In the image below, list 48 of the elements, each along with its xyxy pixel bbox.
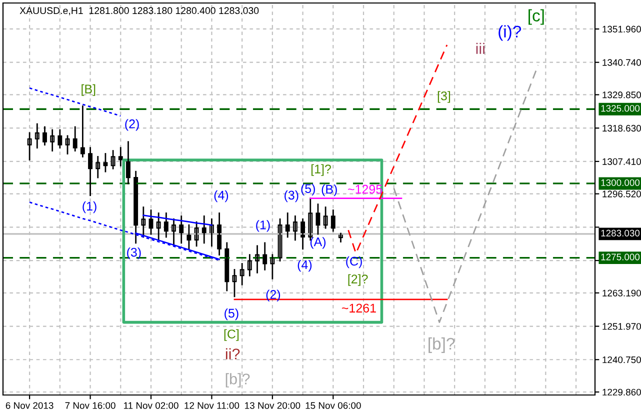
y-tick-label: 1351.960 [602, 26, 641, 32]
ref-line-label: 1275.000 [601, 254, 640, 260]
annotation: [1]? [311, 164, 331, 176]
annotation: (A) [310, 237, 326, 249]
ref-line-label: 1325.000 [601, 104, 640, 112]
annotation: (4) [298, 260, 312, 272]
x-tick-label: 12 Nov 11:00 [184, 402, 240, 409]
chart-title: XAUUSD.e,H1 1281.800 1283.180 1280.400 1283.030 [20, 7, 259, 16]
annotation: ii? [226, 348, 240, 360]
y-tick-label: 1263.190 [602, 290, 641, 296]
x-tick-label: 11 Nov 02:00 [124, 402, 178, 409]
y-tick-label: 1340.740 [602, 59, 641, 66]
x-tick-label: 13 Nov 20:00 [245, 402, 300, 409]
ref-line-label: 1300.000 [601, 179, 640, 186]
y-tick-label: 1329.850 [602, 92, 641, 98]
annotation: [c] [528, 9, 544, 25]
annotation: (C) [346, 256, 362, 268]
x-tick-label: 7 Nov 16:00 [65, 402, 116, 409]
y-tick-label: 1307.410 [602, 158, 641, 165]
y-tick-label: 1251.970 [602, 323, 641, 330]
annotation: (3) [284, 190, 298, 202]
annotation: (i)? [498, 25, 522, 41]
annotation: [b]? [226, 373, 250, 388]
annotation: (5) [301, 184, 315, 196]
x-tick-label: 15 Nov 06:00 [306, 402, 361, 409]
annotation: [C] [224, 329, 239, 341]
line-series [348, 44, 448, 254]
annotation: (1) [256, 220, 270, 232]
line-series [393, 64, 539, 324]
annotation: (2) [266, 290, 280, 302]
annotation: ~1261 [342, 304, 376, 313]
annotation: [b]? [428, 337, 455, 353]
annotation: (B) [322, 184, 337, 196]
y-tick-label: 1229.860 [602, 388, 641, 396]
x-tick-label: 6 Nov 2013 [6, 402, 54, 409]
y-tick-label: 1296.520 [602, 190, 641, 198]
annotation: (4) [214, 190, 228, 202]
annotation: (1) [82, 201, 96, 214]
y-tick-label: 1240.750 [602, 356, 641, 364]
ref-line-label: 1283.030 [601, 230, 640, 236]
annotation: [3] [438, 91, 450, 103]
annotation: (2) [125, 119, 139, 131]
annotation: [2]? [348, 274, 368, 286]
y-tick-label: 1318.630 [602, 124, 641, 132]
annotation: (3) [127, 248, 141, 260]
annotation: (5) [224, 308, 238, 320]
annotation: [B] [82, 84, 96, 96]
annotation: iii [476, 42, 484, 54]
